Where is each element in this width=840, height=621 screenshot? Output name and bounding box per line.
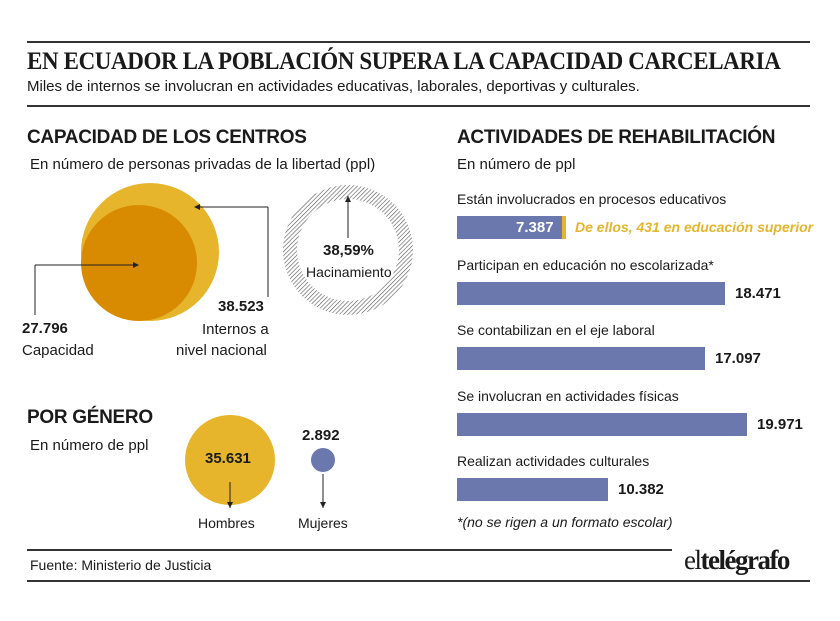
logo-main: telégrafo xyxy=(700,545,791,575)
hacinamiento-value: 38,59% xyxy=(323,242,374,259)
bar-value-label: 17.097 xyxy=(715,350,761,367)
mujeres-value: 2.892 xyxy=(302,427,340,444)
internos-value: 38.523 xyxy=(218,298,264,315)
page-title: EN ECUADOR LA POBLACIÓN SUPERA LA CAPACI… xyxy=(27,48,781,75)
capacidad-bubble xyxy=(81,205,197,321)
bar-value-label: 10.382 xyxy=(618,481,664,498)
bar xyxy=(457,281,725,305)
mujeres-label: Mujeres xyxy=(298,515,348,531)
bar-value-label: 19.971 xyxy=(757,415,803,433)
bar-value-label: 7.387 xyxy=(516,219,554,236)
eltelegrafo-logo: eltelégrafo xyxy=(684,545,791,576)
bar-category-label: Se involucran en actividades físicas xyxy=(457,387,679,404)
bar-category-label: Se contabilizan en el eje laboral xyxy=(457,322,655,338)
hacinamiento-ring xyxy=(283,185,413,315)
footer-rule xyxy=(27,549,672,551)
hombres-label: Hombres xyxy=(198,515,255,531)
internos-label-1: Internos a xyxy=(202,321,269,338)
title-underline xyxy=(27,105,810,107)
gender-heading: POR GÉNERO xyxy=(27,407,153,428)
capacity-unit: En número de personas privadas de la lib… xyxy=(30,156,376,173)
bar xyxy=(457,478,608,501)
mujeres-bubble xyxy=(311,448,335,472)
capacity-graphic xyxy=(34,183,413,321)
activities-unit: En número de ppl xyxy=(457,156,576,173)
gender-unit: En número de ppl xyxy=(30,437,149,454)
bar xyxy=(457,347,705,370)
top-rule xyxy=(27,41,810,43)
bar xyxy=(457,412,747,436)
bar-category-label: Realizan actividades culturales xyxy=(457,453,650,469)
capacity-heading: CAPACIDAD DE LOS CENTROS xyxy=(27,127,307,148)
bottom-rule xyxy=(27,580,810,582)
activities-heading: ACTIVIDADES DE REHABILITACIÓN xyxy=(457,127,776,148)
activities-footnote: *(no se rigen a un formato escolar) xyxy=(457,514,673,530)
internos-label-2: nivel nacional xyxy=(176,342,267,359)
bar xyxy=(457,216,564,239)
source-value: Ministerio de Justicia xyxy=(81,557,212,573)
source-line: Fuente: Ministerio de Justicia xyxy=(30,557,212,573)
hacinamiento-label: Hacinamiento xyxy=(306,264,392,280)
bar-category-label: Están involucrados en procesos educativo… xyxy=(457,191,727,207)
bar-value-label: 18.471 xyxy=(735,284,781,302)
capacidad-label: Capacidad xyxy=(22,342,94,359)
highlight-marker xyxy=(562,216,566,239)
bar-category-label: Participan en educación no escolarizada* xyxy=(457,256,714,273)
logo-prefix: el xyxy=(684,545,702,575)
highlight-note: De ellos, 431 en educación superior xyxy=(575,219,814,235)
capacidad-value: 27.796 xyxy=(22,320,68,337)
page-subtitle: Miles de internos se involucran en activ… xyxy=(27,78,640,95)
gender-graphic xyxy=(185,415,335,508)
hombres-value: 35.631 xyxy=(205,450,251,467)
hombres-bubble xyxy=(185,415,275,505)
source-label: Fuente xyxy=(30,557,74,573)
